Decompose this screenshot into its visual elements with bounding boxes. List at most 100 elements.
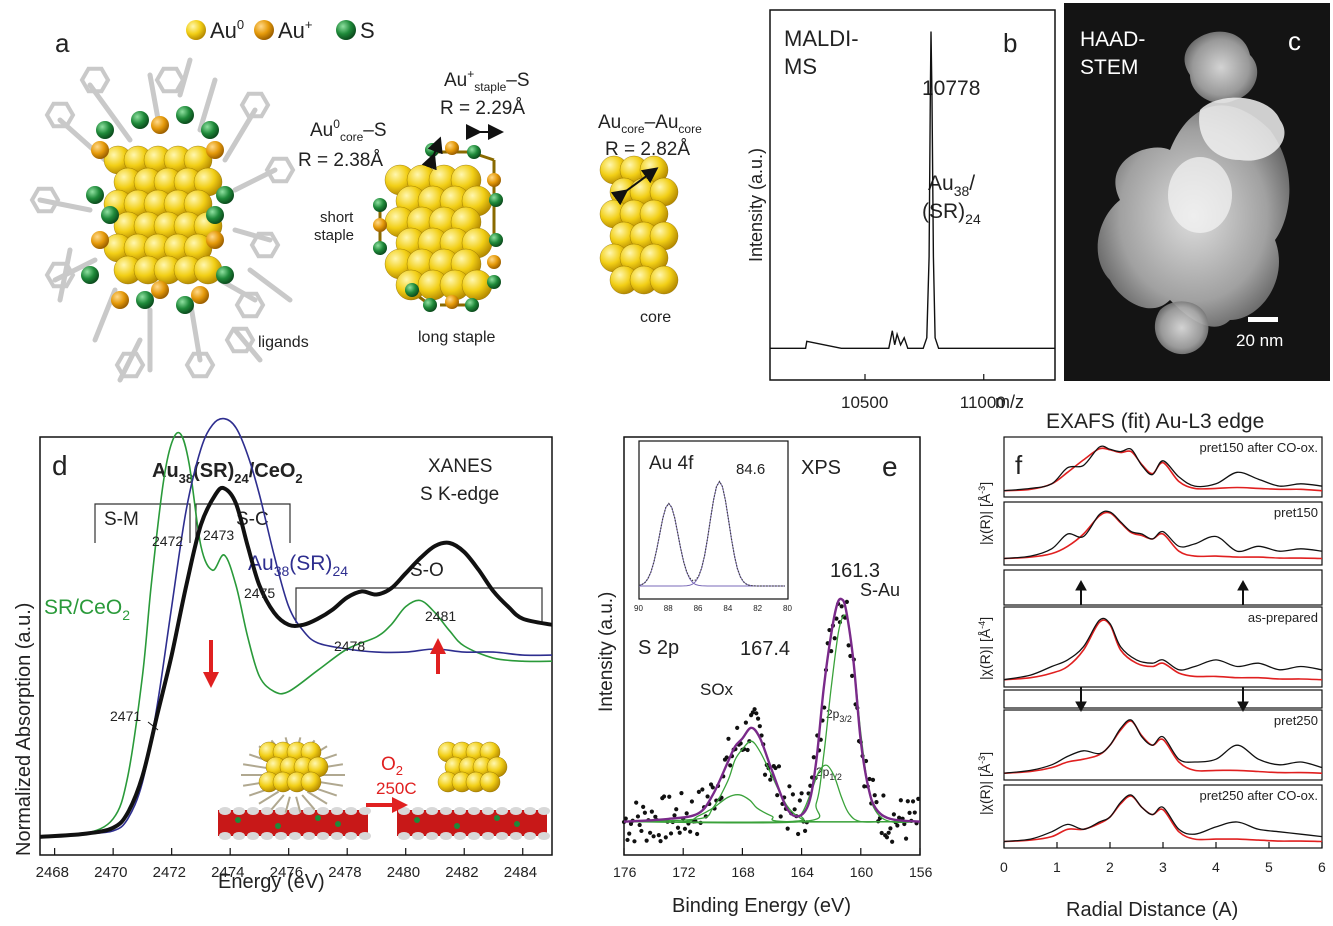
exafs-subplot-label: as-prepared [1248,610,1318,625]
xps-data-point [628,821,634,827]
region-so: S-O [410,560,444,581]
exafs-data-line [1003,617,1323,681]
support-s-atom [514,821,520,827]
xps-data-point [728,763,733,768]
support-atom [412,832,424,840]
au-plus-atom [487,255,501,269]
support-s-atom [235,817,241,823]
xps-data-point [775,793,780,798]
xps-data-point [832,636,837,641]
xps-data-point [787,784,792,789]
xps-data-point [912,810,917,815]
xps-data-point [879,830,884,836]
xps-peak-167: 167.4 [740,638,790,660]
ligand-ring [29,186,61,214]
support-atom [345,832,357,840]
support-atom [219,807,231,815]
s-atom [216,186,234,204]
support-s-atom [494,815,500,821]
panel-c-letter: c [1288,26,1301,56]
aucore-distance: R = 2.82Å [605,139,690,160]
exafs-frame [1003,689,1323,709]
panel-b-letter: b [1003,28,1017,58]
xps-data-point [623,816,628,821]
aucore-aucore-label: Aucore–Aucore [598,112,702,136]
ligand-ring [234,291,266,319]
core-model [599,155,679,295]
xanes-peak-label: 2471 [110,708,141,724]
xps-data-point [891,812,896,817]
panel-a-letter: a [55,28,70,58]
xanes-tick-label: 2478 [328,864,361,881]
xps-data-point [905,799,910,804]
inset-tick-label: 82 [753,604,762,613]
maldi-species-2: (SR)24 [922,200,981,227]
s-atom [201,121,219,139]
ligand-ring [114,351,146,379]
au0core-s-distance: R = 2.38Å [298,150,383,171]
inset-tick-label: 84 [723,604,732,613]
xps-data-point [641,804,646,809]
red-arrow-down [203,640,219,688]
austaple-s-label: Au+staple–S [444,67,530,94]
long-staple-label: long staple [418,329,495,346]
exafs-tick-label: 0 [1000,859,1008,875]
ligand-stick [52,257,98,283]
xps-data-point [890,839,895,844]
support-atom [524,807,536,815]
exafs-frame [1003,606,1323,688]
au-plus-atom [373,218,387,232]
xps-data-point [839,604,844,609]
inset-tick-label: 80 [783,604,792,613]
ligand-ring [249,231,281,259]
s-atom [373,241,387,255]
xps-data-point [752,707,757,712]
xps-data-point [773,765,778,771]
xps-data-point [668,831,674,836]
s-atom [131,111,149,129]
xps-data-point [849,673,855,678]
support-atom [219,832,231,840]
s-atom [176,296,194,314]
ligand-cluster-model [29,57,296,383]
support-atom [261,807,273,815]
xps-region: S 2p [638,637,679,659]
xps-data-point [846,643,851,648]
xps-data-point [689,799,695,804]
inset-ligand [306,790,328,805]
au-atom [479,771,501,793]
xps-data-point [726,736,731,741]
xps-data-point [656,833,661,838]
xanes-peak-label: 2478 [334,638,365,654]
xps-data-point [705,794,710,799]
exafs-tick-label: 6 [1318,859,1326,875]
legend-sphere-2 [336,20,356,40]
xanes-tick-label: 2484 [504,864,537,881]
support-atom [538,807,550,815]
panel-b: MALDI- MS b 10778 Au38/ (SR)24 Intensity… [746,9,1056,412]
support-atom [538,832,550,840]
exafs-frame [1003,709,1323,781]
support-atom [331,832,343,840]
xps-data-point [884,835,890,840]
s-atom [96,121,114,139]
panel-f-title: EXAFS (fit) Au-L3 edge [1046,410,1264,433]
support-atom [289,832,301,840]
xps-data-point [688,829,693,834]
panel-d-letter: d [52,450,68,481]
xps-data-point [792,807,797,812]
exafs-subplot-label: pret150 [1274,505,1318,520]
exafs-subplot-label: pret150 after CO-ox. [1200,440,1319,455]
support-atom [412,807,424,815]
inset-ligand [258,790,280,805]
s-atom [489,233,503,247]
support-atom [496,832,508,840]
xanes-line-au38-ceo2 [39,485,553,839]
s-atom [489,193,503,207]
xps-tick-label: 156 [909,864,933,880]
s-atom [206,206,224,224]
exafs-frame [1003,569,1323,606]
ligand-ring [224,326,256,354]
xps-envelope-line [623,597,921,823]
s-atom [81,266,99,284]
